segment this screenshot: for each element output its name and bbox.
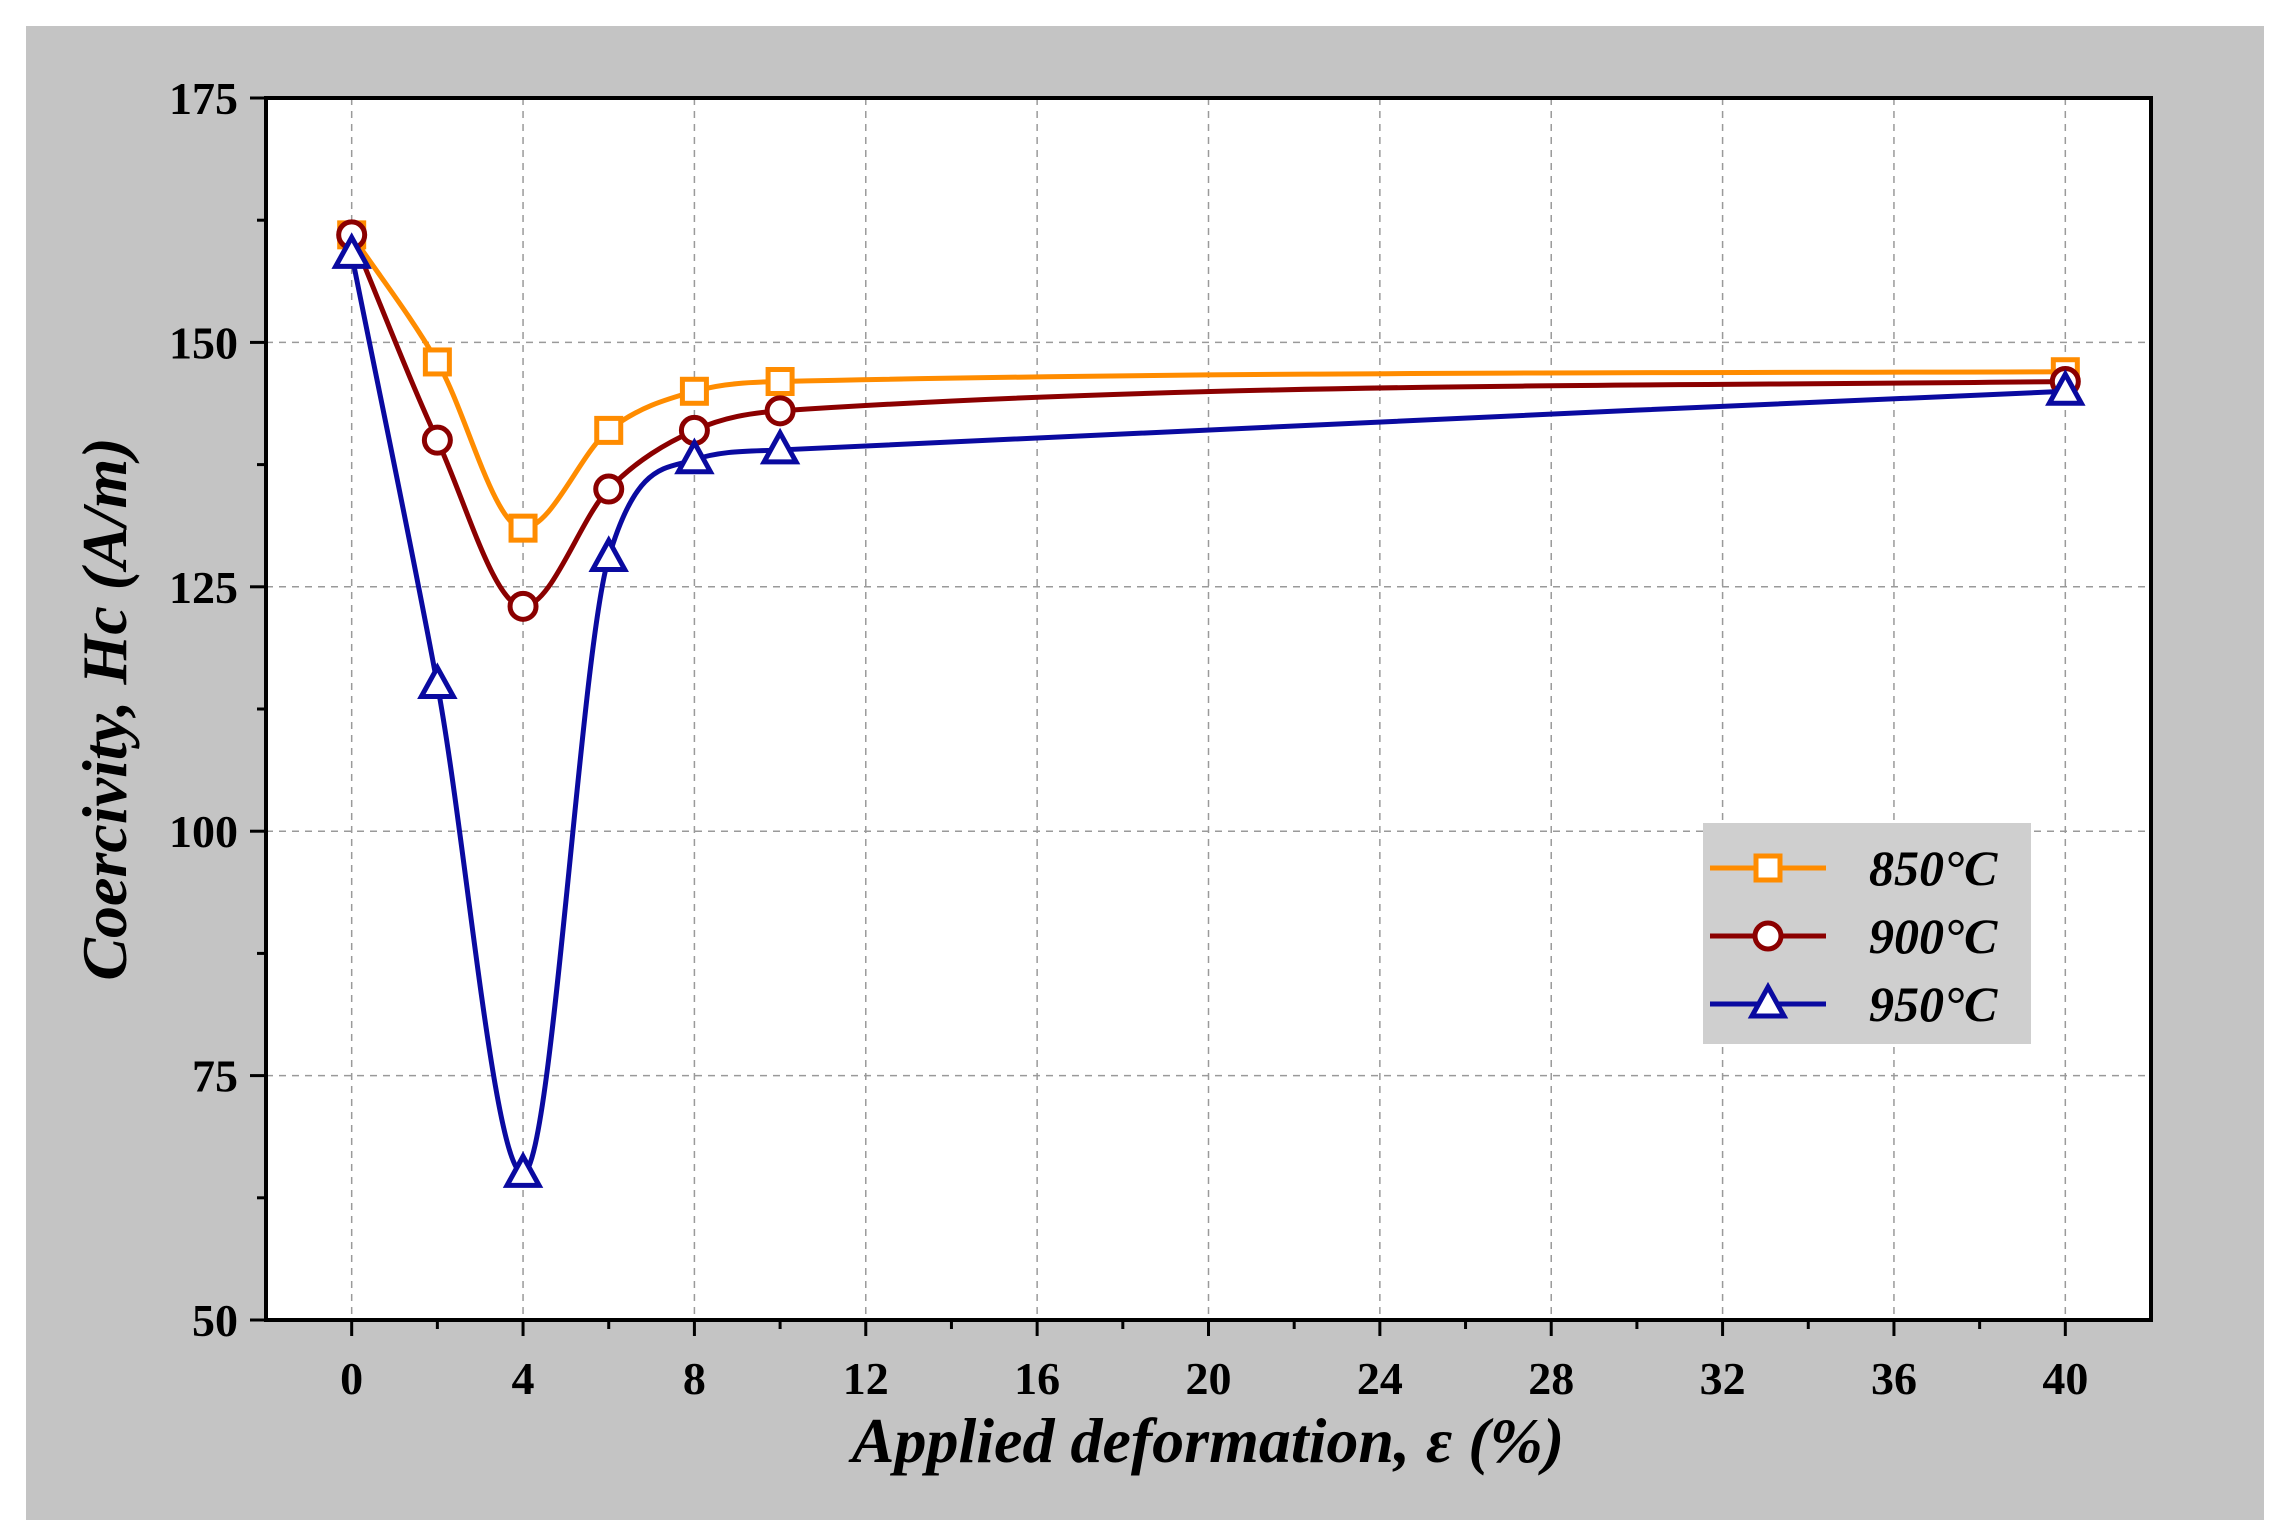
y-axis-title: Coercivity, Hc (A/m) [69,437,140,980]
x-tick-label: 24 [1357,1353,1403,1404]
data-point-850C [508,513,538,543]
legend-entry-850C: 850°C [1710,840,1998,896]
legend-marker-950C [1747,981,1789,1019]
legend: 850°C 900°C 950°C [1703,823,2031,1044]
x-tick-label: 4 [512,1353,535,1404]
data-point-950C [759,427,801,465]
legend-label-950C: 950°C [1869,976,1998,1032]
data-point-850C [679,376,709,406]
data-point-950C [674,437,715,475]
y-tick-label: 100 [169,806,238,857]
y-tick-label: 150 [169,317,238,368]
data-point-900C [507,590,539,622]
x-tick-label: 16 [1014,1353,1060,1404]
y-tick-label: 50 [192,1295,238,1346]
series-950C [331,232,2086,1188]
series-line-850C [349,233,2066,531]
data-point-900C [421,424,453,456]
legend-entry-900C: 900°C [1710,908,1998,964]
series-layer [331,219,2086,1188]
x-tick-label: 12 [843,1353,889,1404]
x-tick-label: 28 [1528,1353,1574,1404]
data-point-850C [765,367,795,397]
legend-marker-850C [1753,853,1783,883]
grid [266,98,2151,1320]
legend-label-900C: 900°C [1869,908,1998,964]
y-tick-label: 175 [169,73,238,124]
data-point-950C [588,535,629,572]
data-point-950C [2045,369,2086,406]
data-point-900C [593,473,625,505]
x-axis-title: Applied deformation, ε (%) [848,1405,1564,1476]
data-point-850C [422,347,452,377]
x-tick-label: 36 [1871,1353,1917,1404]
data-point-950C [331,232,372,269]
y-tick-label: 75 [192,1051,238,1102]
legend-label-850C: 850°C [1869,840,1998,896]
x-tick-label: 40 [2042,1353,2088,1404]
legend-entry-950C: 950°C [1710,976,1998,1032]
y-tick-label: 125 [169,562,238,613]
chart: 0 4 8 12 16 20 24 28 32 36 40 50 75 100 125 150 175 850°… [69,73,2153,1476]
legend-marker-900C [1752,920,1784,952]
x-tick-label: 20 [1186,1353,1232,1404]
data-point-900C [764,395,796,427]
figure-frame: 0 4 8 12 16 20 24 28 32 36 40 50 75 100 125 150 175 850°… [26,26,2264,1520]
data-point-950C [417,662,458,700]
x-tick-label: 8 [683,1353,706,1404]
data-point-950C [502,1151,544,1188]
ticks: 0 4 8 12 16 20 24 28 32 36 40 50 75 100 125 150 175 [169,73,2088,1404]
data-point-850C [594,415,624,445]
x-tick-label: 0 [340,1353,363,1404]
x-tick-label: 32 [1700,1353,1746,1404]
